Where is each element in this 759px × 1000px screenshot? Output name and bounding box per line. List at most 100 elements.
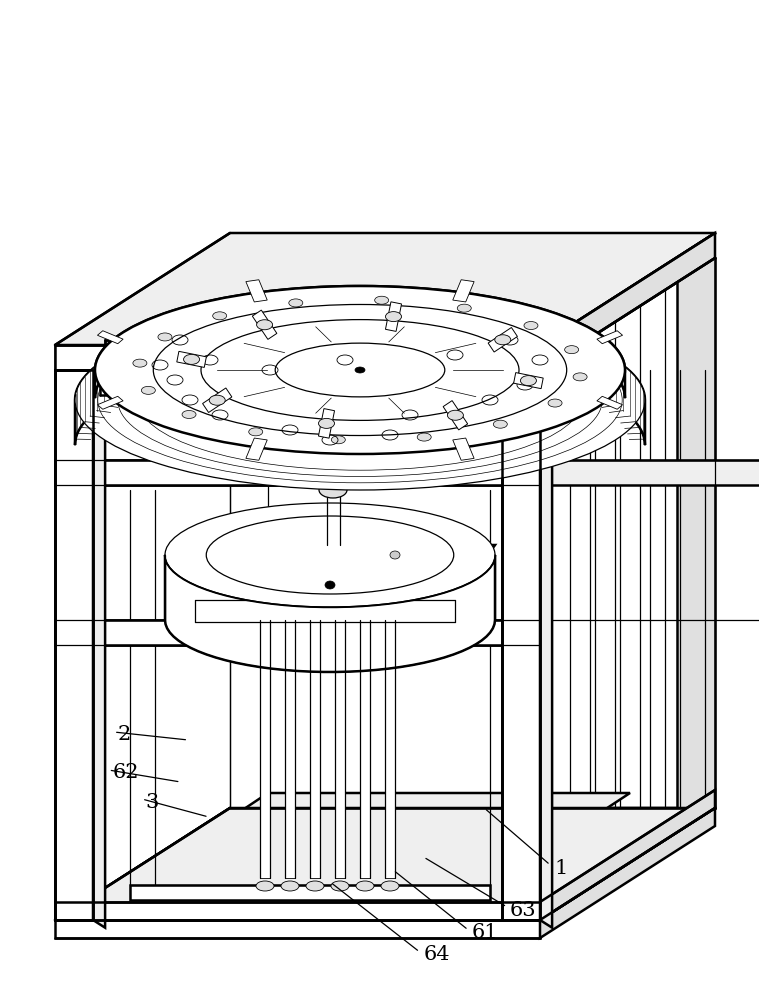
Ellipse shape	[521, 376, 537, 386]
Ellipse shape	[133, 359, 147, 367]
Ellipse shape	[565, 367, 585, 383]
Ellipse shape	[213, 312, 227, 320]
Ellipse shape	[495, 335, 511, 345]
Ellipse shape	[209, 395, 225, 405]
Polygon shape	[55, 345, 540, 370]
Text: 64: 64	[424, 946, 450, 964]
Polygon shape	[55, 460, 759, 485]
Polygon shape	[75, 310, 645, 445]
Polygon shape	[540, 233, 715, 370]
Polygon shape	[130, 793, 630, 885]
Polygon shape	[55, 808, 715, 920]
Polygon shape	[55, 233, 715, 345]
Polygon shape	[105, 340, 165, 370]
Ellipse shape	[319, 418, 335, 428]
Text: 63: 63	[510, 900, 537, 920]
Ellipse shape	[540, 379, 550, 385]
Ellipse shape	[119, 355, 131, 363]
Polygon shape	[453, 280, 474, 302]
Ellipse shape	[356, 881, 374, 891]
Ellipse shape	[554, 372, 562, 378]
Polygon shape	[55, 620, 540, 645]
Ellipse shape	[306, 881, 324, 891]
Ellipse shape	[332, 436, 345, 444]
Text: 62: 62	[112, 764, 139, 782]
Ellipse shape	[331, 881, 349, 891]
Polygon shape	[140, 348, 158, 362]
Ellipse shape	[457, 304, 471, 312]
Polygon shape	[502, 370, 540, 920]
Polygon shape	[540, 258, 715, 920]
Polygon shape	[285, 620, 295, 878]
Polygon shape	[55, 808, 715, 920]
Polygon shape	[246, 280, 267, 302]
Polygon shape	[310, 620, 320, 878]
Polygon shape	[535, 352, 620, 385]
Ellipse shape	[558, 359, 582, 377]
Polygon shape	[597, 331, 622, 344]
Polygon shape	[190, 348, 208, 362]
Polygon shape	[195, 545, 495, 600]
Polygon shape	[514, 373, 543, 389]
Polygon shape	[95, 286, 625, 398]
Text: 2: 2	[118, 726, 131, 744]
Ellipse shape	[75, 310, 645, 490]
Ellipse shape	[206, 516, 454, 594]
Polygon shape	[252, 310, 277, 339]
Ellipse shape	[573, 373, 587, 381]
Ellipse shape	[249, 428, 263, 436]
Polygon shape	[55, 920, 540, 938]
Polygon shape	[548, 355, 600, 395]
Text: 1: 1	[554, 858, 568, 878]
Ellipse shape	[288, 299, 303, 307]
Polygon shape	[677, 258, 715, 808]
Ellipse shape	[493, 420, 507, 428]
Ellipse shape	[417, 433, 431, 441]
Polygon shape	[195, 600, 455, 622]
Ellipse shape	[540, 367, 550, 373]
Text: 61: 61	[472, 924, 499, 942]
Ellipse shape	[540, 355, 550, 361]
Polygon shape	[597, 396, 622, 409]
Ellipse shape	[95, 286, 625, 454]
Polygon shape	[453, 438, 474, 460]
Polygon shape	[55, 370, 93, 920]
Polygon shape	[488, 327, 518, 352]
Polygon shape	[100, 360, 210, 395]
Polygon shape	[165, 555, 495, 672]
Polygon shape	[335, 620, 345, 878]
Polygon shape	[203, 388, 231, 413]
Polygon shape	[540, 790, 715, 920]
Polygon shape	[93, 370, 105, 928]
Ellipse shape	[141, 386, 156, 394]
Ellipse shape	[375, 296, 389, 304]
Ellipse shape	[184, 354, 200, 364]
Ellipse shape	[319, 482, 347, 498]
Ellipse shape	[276, 343, 445, 397]
Ellipse shape	[355, 367, 365, 373]
Polygon shape	[385, 620, 395, 878]
Ellipse shape	[158, 333, 172, 341]
Ellipse shape	[386, 312, 402, 322]
Ellipse shape	[281, 881, 299, 891]
Polygon shape	[246, 438, 267, 460]
Ellipse shape	[256, 881, 274, 891]
Polygon shape	[360, 620, 370, 878]
Polygon shape	[177, 351, 206, 367]
Ellipse shape	[524, 322, 538, 330]
Polygon shape	[260, 620, 270, 878]
Ellipse shape	[139, 355, 151, 363]
Ellipse shape	[390, 551, 400, 559]
Ellipse shape	[182, 410, 196, 418]
Polygon shape	[55, 233, 230, 370]
Ellipse shape	[447, 410, 464, 420]
Ellipse shape	[139, 345, 151, 353]
Polygon shape	[130, 885, 490, 900]
Text: 3: 3	[146, 792, 159, 812]
Polygon shape	[540, 808, 715, 938]
Polygon shape	[55, 620, 524, 645]
Ellipse shape	[554, 385, 562, 391]
Polygon shape	[443, 401, 468, 430]
Ellipse shape	[548, 399, 562, 407]
Polygon shape	[540, 370, 552, 928]
